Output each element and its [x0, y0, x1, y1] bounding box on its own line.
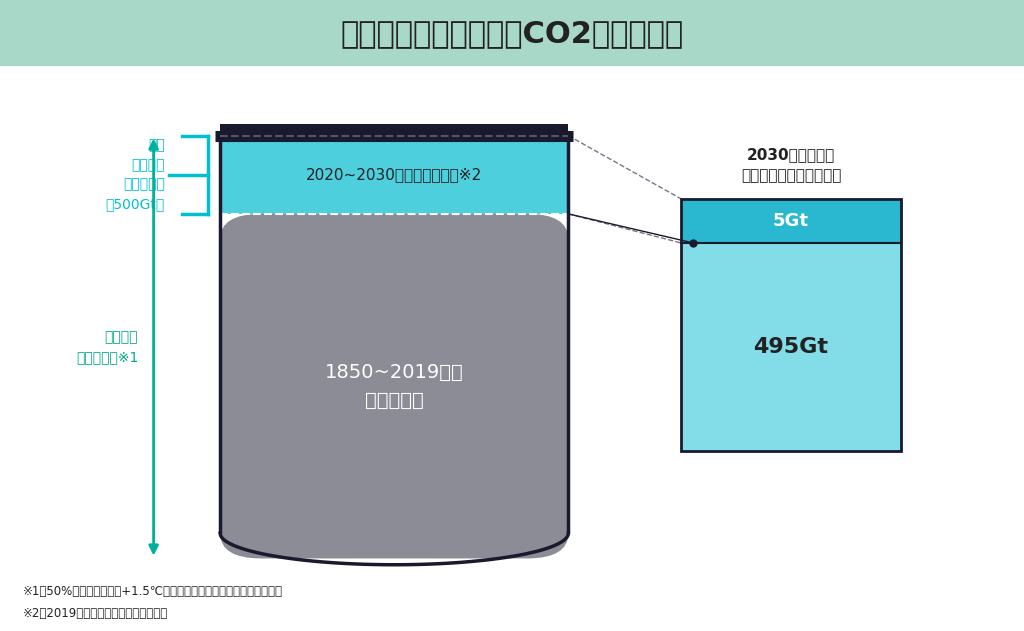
- Bar: [220, 124, 568, 136]
- Bar: [0, 0, 1024, 66]
- Text: 残余
カーボン
バジェット
（500Gt）: 残余 カーボン バジェット （500Gt）: [105, 139, 165, 211]
- Text: 495Gt: 495Gt: [754, 337, 828, 357]
- Text: 5Gt: 5Gt: [773, 212, 809, 230]
- Bar: [220, 136, 568, 214]
- Bar: [681, 199, 901, 451]
- FancyBboxPatch shape: [220, 214, 568, 558]
- Text: 2020~2030年の累積推定量※2: 2020~2030年の累積推定量※2: [306, 167, 482, 182]
- Text: ※1　50%以上の確率で、+1.5℃にとどめるためのカーボンバジェット: ※1 50%以上の確率で、+1.5℃にとどめるためのカーボンバジェット: [23, 586, 283, 598]
- Bar: [681, 199, 901, 243]
- Text: 2030年時点での
残余カーボンバジェット: 2030年時点での 残余カーボンバジェット: [740, 147, 842, 183]
- Text: カーボン
バジェット※1: カーボン バジェット※1: [76, 330, 138, 364]
- Bar: [681, 243, 901, 451]
- Text: 1850~2019年の
累積排出量: 1850~2019年の 累積排出量: [325, 363, 464, 410]
- Text: ※2　2019年の排出水準で推移した場合: ※2 2019年の排出水準で推移した場合: [23, 607, 168, 620]
- Text: カーボンバジェットとCO2累積排出量: カーボンバジェットとCO2累積排出量: [340, 20, 684, 49]
